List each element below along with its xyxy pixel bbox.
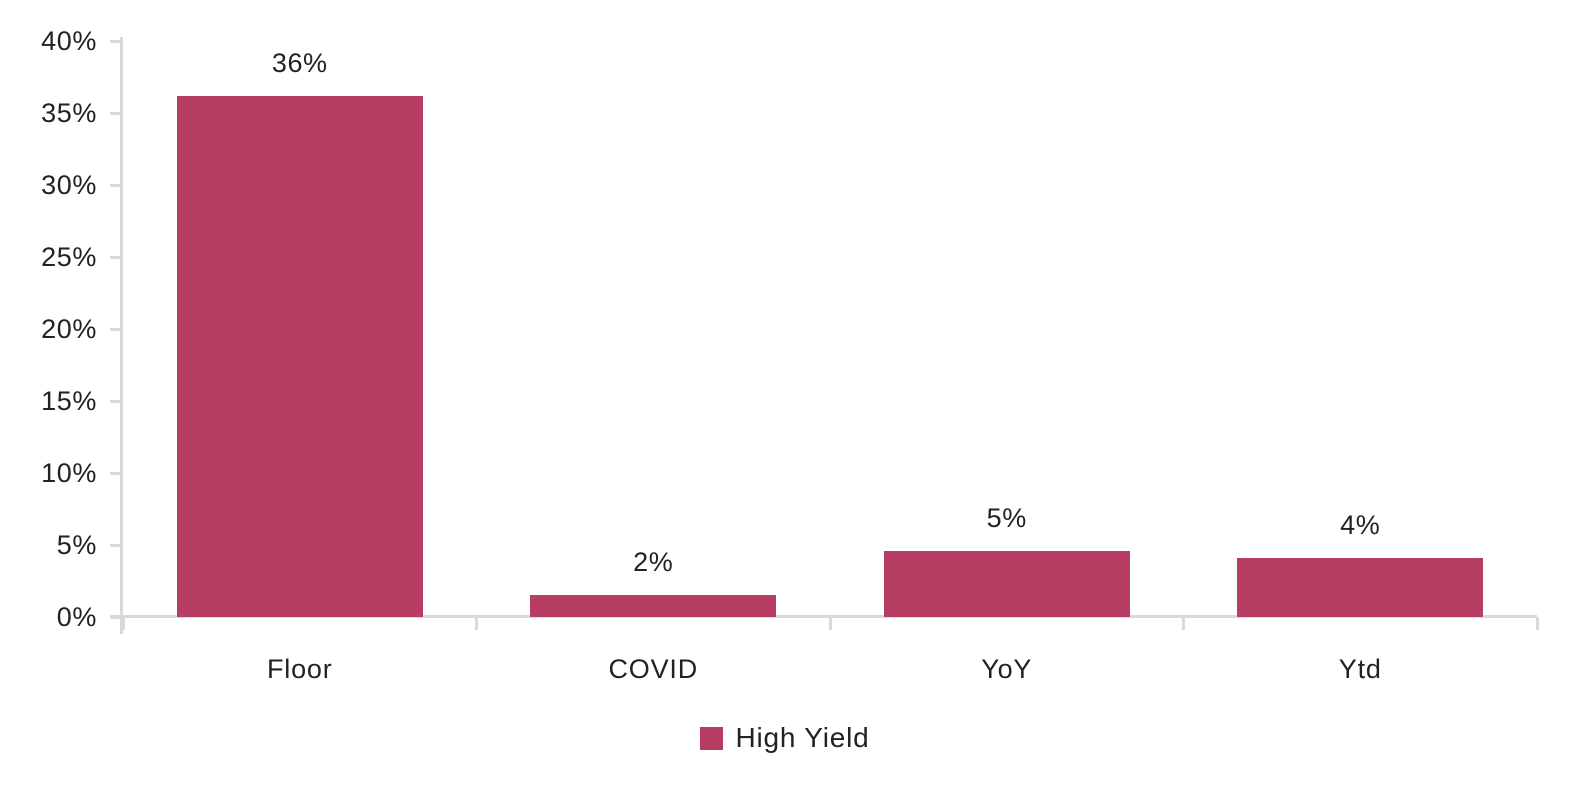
y-axis-tick bbox=[110, 543, 123, 547]
y-axis-tick bbox=[110, 39, 123, 43]
x-axis-tick bbox=[1535, 617, 1539, 630]
bar bbox=[1237, 557, 1484, 617]
y-axis-tick bbox=[110, 615, 123, 619]
x-axis-label: Floor bbox=[266, 654, 333, 684]
bar bbox=[883, 550, 1130, 617]
y-axis-label: 30% bbox=[41, 170, 97, 200]
legend: High Yield bbox=[0, 722, 1570, 754]
x-axis-label: COVID bbox=[608, 654, 698, 684]
y-axis-label: 40% bbox=[41, 26, 97, 56]
y-axis-tick bbox=[110, 471, 123, 475]
y-axis-label: 15% bbox=[41, 386, 97, 416]
data-label: 5% bbox=[986, 502, 1027, 533]
y-axis-tick bbox=[110, 327, 123, 331]
y-axis-label: 20% bbox=[41, 314, 97, 344]
y-axis-tick bbox=[110, 255, 123, 259]
y-axis-tick bbox=[110, 399, 123, 403]
y-axis-label: 5% bbox=[56, 530, 97, 560]
x-axis-tick bbox=[475, 617, 478, 630]
y-axis-label: 10% bbox=[41, 458, 97, 488]
plot-area: 36% Floor 2% COVID 5% YoY 4% Ytd bbox=[110, 37, 1539, 684]
y-axis-tick bbox=[110, 183, 123, 187]
bar bbox=[530, 595, 777, 617]
x-axis-label: Ytd bbox=[1338, 654, 1382, 684]
data-label: 4% bbox=[1340, 509, 1381, 540]
y-axis-label: 25% bbox=[41, 242, 97, 272]
x-axis-tick bbox=[121, 617, 125, 630]
bar bbox=[176, 95, 423, 617]
y-axis-label: 35% bbox=[41, 98, 97, 128]
x-axis-label: YoY bbox=[981, 654, 1033, 684]
y-axis-line bbox=[120, 37, 123, 634]
legend-label: High Yield bbox=[735, 722, 870, 753]
legend-swatch-icon bbox=[700, 726, 724, 750]
x-axis-tick bbox=[828, 617, 832, 630]
x-axis-tick bbox=[1182, 617, 1185, 630]
data-label: 36% bbox=[271, 47, 328, 78]
y-axis-label: 0% bbox=[56, 602, 97, 632]
data-label: 2% bbox=[633, 547, 674, 578]
x-axis-line bbox=[110, 615, 1537, 618]
y-axis-tick bbox=[110, 111, 123, 115]
